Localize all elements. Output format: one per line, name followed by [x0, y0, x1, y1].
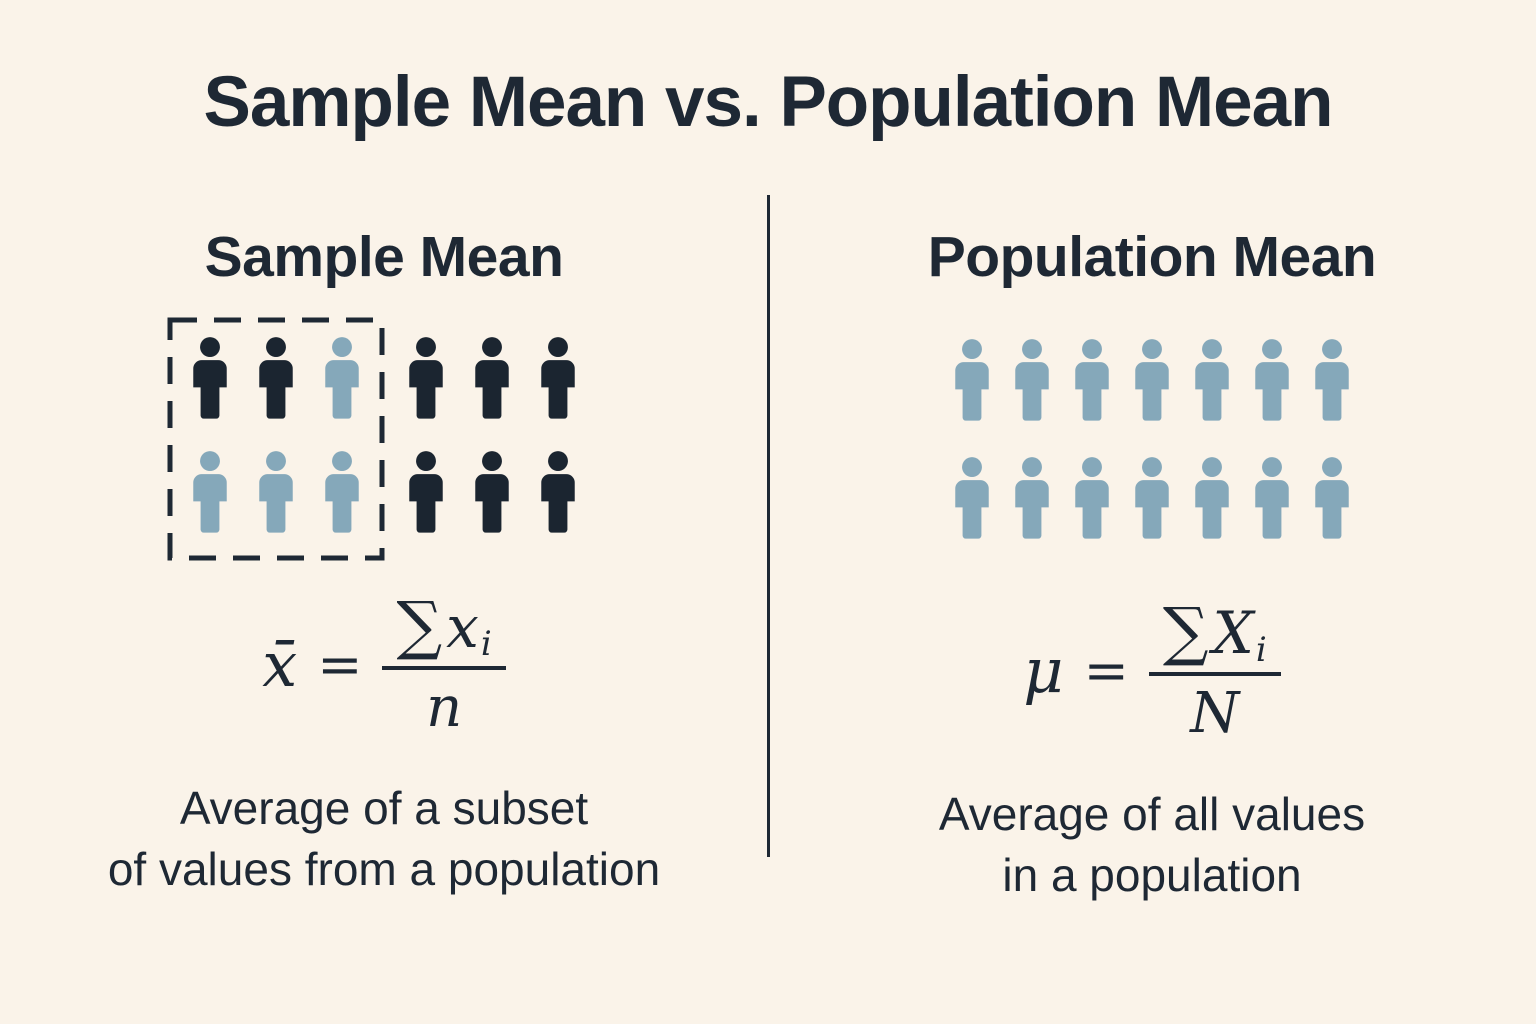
caption-line-2: of values from a population [107, 842, 661, 895]
person-icon [1135, 457, 1169, 539]
person-icon [1315, 457, 1349, 539]
person-icon [955, 457, 989, 539]
population-mean-heading: Population Mean [927, 225, 1377, 289]
fraction-denominator: N [1190, 681, 1240, 746]
population-mean-formula: μ = ∑ X i N [1023, 595, 1281, 746]
mu-symbol: μ [1023, 634, 1064, 707]
person-icon [1075, 339, 1109, 421]
subscript-i: i [1255, 630, 1267, 670]
person-icon [475, 451, 509, 533]
fraction-denominator: n [426, 675, 463, 740]
caption-line-1: Average of a subset [179, 782, 589, 834]
sample-grid-area [167, 317, 581, 561]
caption-line-2: in a population [1002, 848, 1302, 901]
person-icon [193, 451, 227, 533]
person-icon [1195, 457, 1229, 539]
person-icon [955, 339, 989, 421]
equals-sign: = [317, 633, 363, 696]
person-icon [409, 451, 443, 533]
person-icon [1315, 339, 1349, 421]
person-icon [541, 337, 575, 419]
xbar-symbol: x̄ [262, 628, 298, 701]
sigma-symbol: ∑ [1162, 595, 1209, 669]
person-icon [1135, 339, 1169, 421]
person-icon [1255, 339, 1289, 421]
population-people-grid [949, 338, 1355, 544]
fraction-numerator: ∑ X i [1148, 595, 1281, 676]
person-icon [1075, 457, 1109, 539]
population-mean-panel: Population Mean μ = ∑ X i N Average of a… [768, 224, 1536, 905]
person-row [949, 338, 1355, 426]
person-icon [1015, 339, 1049, 421]
variable-X: X [1212, 599, 1254, 667]
sample-mean-heading: Sample Mean [204, 225, 564, 289]
sample-people-grid [187, 336, 581, 538]
person-row [949, 456, 1355, 544]
person-icon [1255, 457, 1289, 539]
person-row [187, 450, 581, 538]
subscript-i: i [480, 624, 492, 664]
content-columns: Sample Mean x̄ = ∑ x i n Average of a su… [0, 224, 1536, 905]
sample-mean-panel: Sample Mean x̄ = ∑ x i n Average of a su… [0, 224, 768, 905]
fraction: ∑ x i n [382, 589, 506, 740]
person-row [187, 336, 581, 424]
sigma-symbol: ∑ [396, 589, 443, 663]
caption-line-1: Average of all values [938, 788, 1366, 840]
sample-mean-formula: x̄ = ∑ x i n [262, 594, 506, 736]
person-icon [259, 337, 293, 419]
sample-mean-caption: Average of a subset of values from a pop… [108, 778, 660, 899]
person-icon [193, 337, 227, 419]
divider-line [767, 195, 770, 857]
fraction: ∑ X i N [1148, 595, 1281, 746]
person-icon [541, 451, 575, 533]
person-icon [325, 337, 359, 419]
person-icon [325, 451, 359, 533]
equals-sign: = [1083, 639, 1129, 702]
person-icon [475, 337, 509, 419]
person-icon [259, 451, 293, 533]
person-icon [1015, 457, 1049, 539]
variable-x: x [446, 593, 479, 661]
page-title: Sample Mean vs. Population Mean [203, 63, 1334, 142]
population-mean-caption: Average of all values in a population [939, 784, 1365, 905]
person-icon [1195, 339, 1229, 421]
population-grid-area [949, 338, 1355, 544]
person-icon [409, 337, 443, 419]
fraction-numerator: ∑ x i [382, 589, 506, 670]
